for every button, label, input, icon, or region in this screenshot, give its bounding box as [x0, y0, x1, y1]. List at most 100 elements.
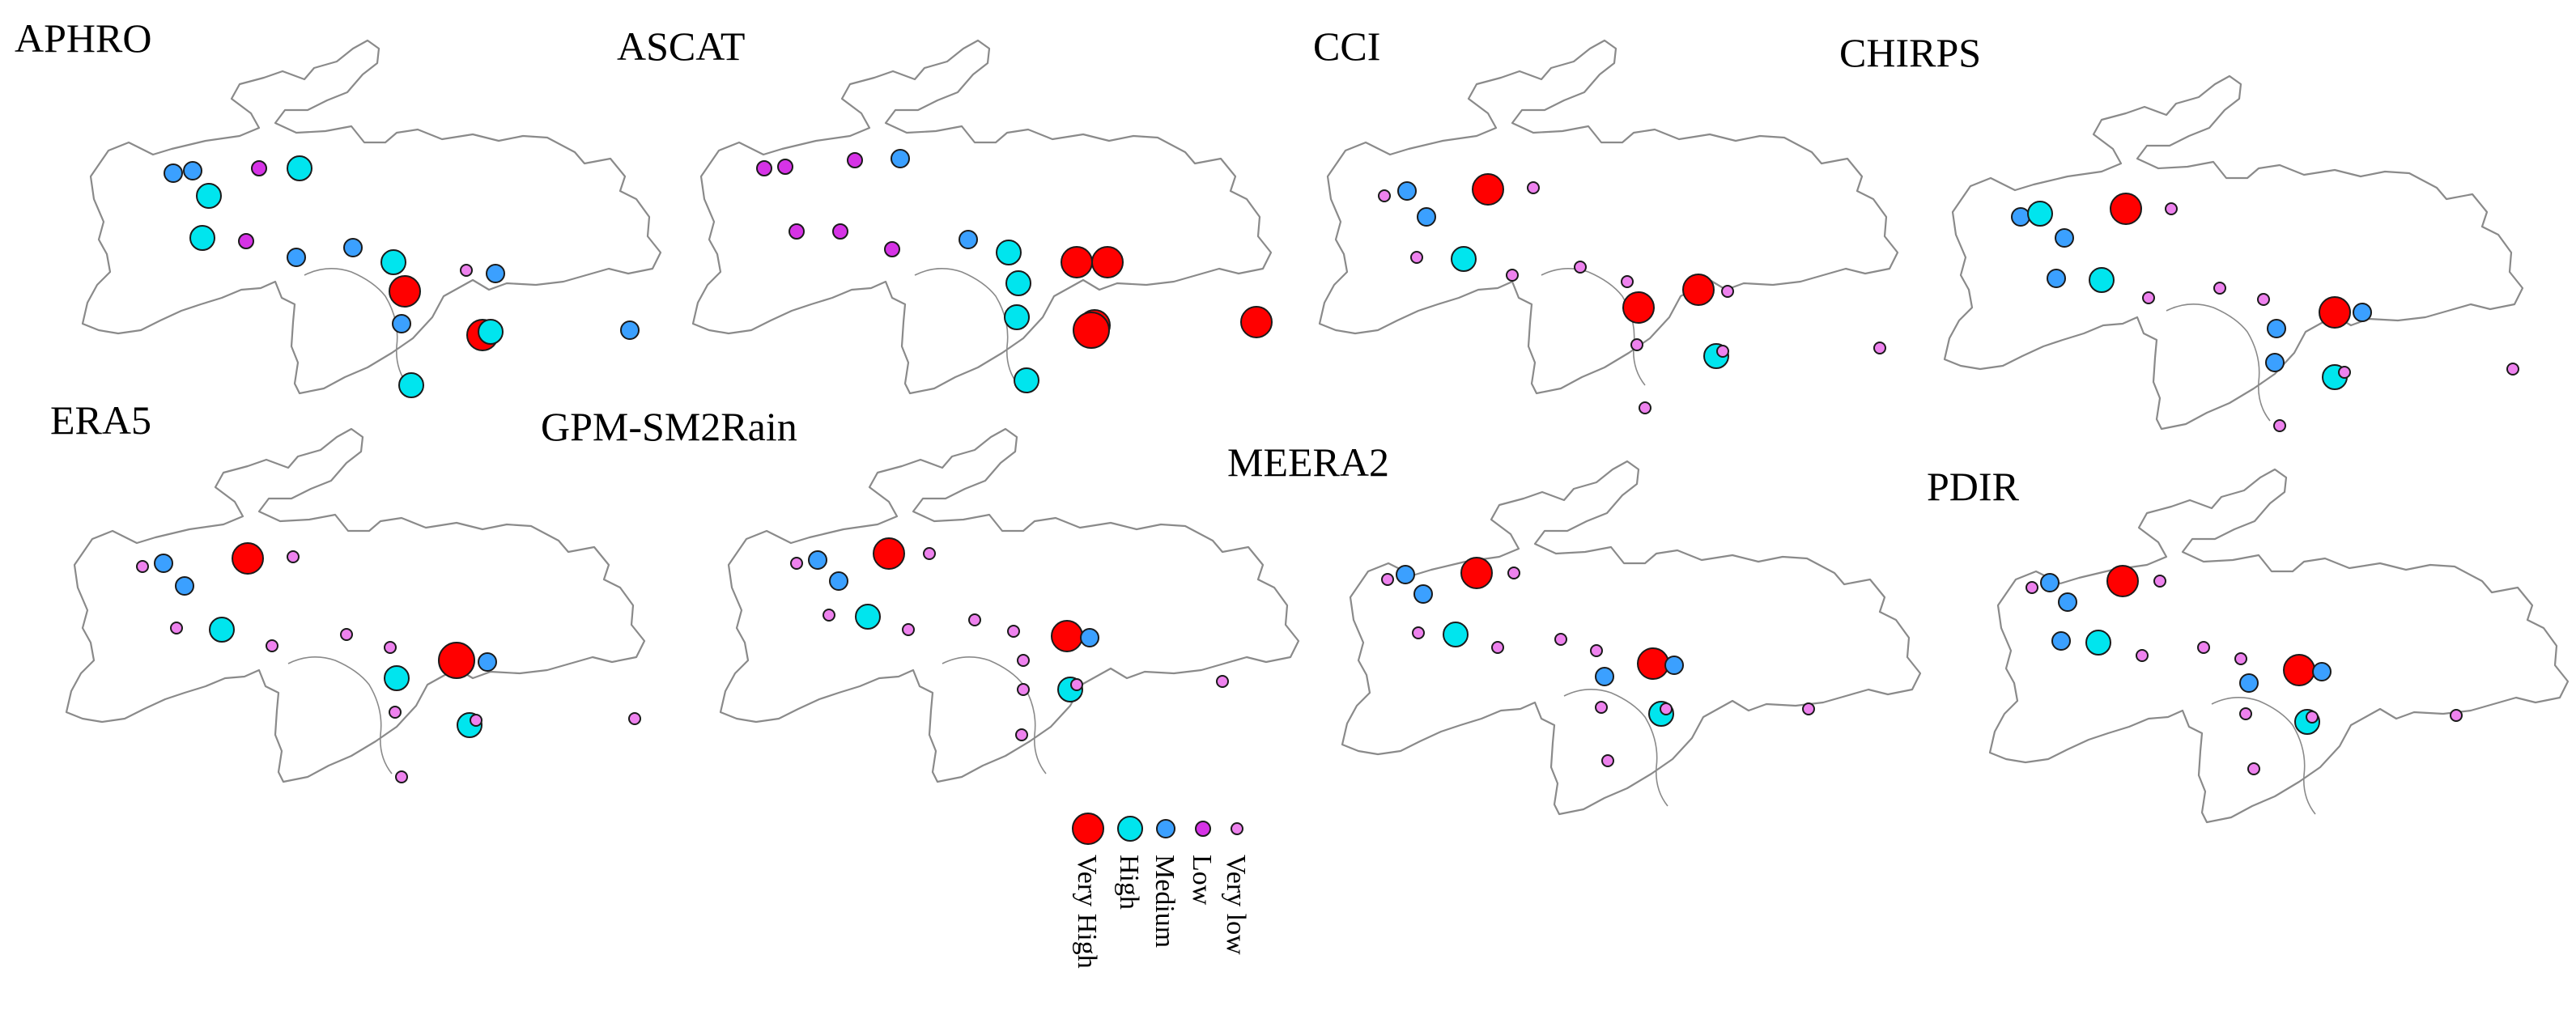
site-marker-very-low	[790, 557, 803, 570]
site-marker-very-low	[823, 609, 835, 622]
site-marker-medium	[478, 652, 497, 672]
site-marker-very-low	[2306, 711, 2319, 724]
site-marker-high	[478, 319, 504, 345]
legend-swatch-very-low	[1231, 822, 1243, 835]
legend-label-low: Low	[1187, 855, 1217, 906]
site-marker-very-low	[1017, 683, 1030, 696]
site-marker-medium	[829, 571, 848, 591]
site-marker-medium	[1396, 565, 1415, 584]
site-marker-low	[832, 223, 848, 240]
site-marker-very-high	[1622, 291, 1655, 324]
river-line	[2211, 697, 2316, 815]
site-marker-medium	[1417, 207, 1436, 227]
site-marker-very-low	[2197, 641, 2210, 654]
site-marker-high	[209, 617, 235, 643]
legend-swatch-low	[1195, 821, 1211, 837]
site-marker-very-low	[902, 623, 915, 636]
site-marker-very-high	[1472, 173, 1504, 206]
site-marker-very-low	[2213, 282, 2226, 295]
site-marker-very-low	[1070, 678, 1083, 691]
site-marker-very-low	[1381, 573, 1394, 586]
site-marker-medium	[392, 314, 411, 333]
site-marker-very-low	[1378, 189, 1391, 202]
country-outline	[1341, 460, 1922, 816]
site-marker-very-low	[1007, 625, 1020, 638]
site-marker-medium	[164, 163, 183, 183]
site-marker-very-low	[1574, 261, 1587, 274]
site-marker-very-high	[1637, 647, 1669, 680]
site-marker-very-low	[1554, 633, 1567, 646]
site-marker-high	[1005, 270, 1031, 296]
site-marker-medium	[154, 554, 173, 573]
site-marker-very-high	[438, 642, 475, 679]
site-marker-high	[855, 604, 881, 630]
site-marker-medium	[287, 248, 306, 267]
river-line	[2166, 303, 2271, 422]
site-marker-very-low	[968, 613, 981, 626]
site-marker-very-low	[395, 770, 408, 783]
legend-swatch-very-high	[1072, 813, 1104, 845]
site-marker-very-low	[287, 550, 300, 563]
site-marker-high	[1004, 304, 1030, 330]
site-marker-high	[380, 249, 406, 275]
map-panel-3	[1943, 74, 2524, 432]
site-marker-very-low	[1527, 181, 1540, 194]
site-marker-very-low	[1802, 702, 1815, 715]
site-marker-very-low	[2142, 291, 2155, 304]
site-marker-very-low	[2234, 652, 2247, 665]
site-marker-very-low	[340, 628, 353, 641]
site-marker-medium	[1595, 667, 1614, 686]
site-marker-high	[189, 225, 215, 251]
site-marker-low	[251, 160, 267, 176]
site-marker-medium	[2051, 631, 2071, 651]
site-marker-very-low	[2450, 709, 2463, 722]
site-marker-very-high	[1460, 557, 1493, 589]
site-marker-high	[1443, 622, 1469, 647]
site-marker-very-high	[2319, 296, 2351, 329]
site-marker-very-low	[1595, 701, 1608, 714]
site-marker-very-high	[1240, 306, 1273, 338]
site-marker-high	[398, 372, 424, 398]
site-marker-very-low	[1412, 626, 1425, 639]
site-marker-very-low	[1590, 644, 1603, 657]
site-marker-very-low	[2239, 707, 2252, 720]
site-marker-medium	[183, 161, 202, 180]
site-marker-high	[2085, 630, 2111, 656]
site-marker-medium	[2058, 592, 2077, 612]
site-marker-very-low	[2338, 366, 2351, 379]
site-marker-low	[847, 152, 863, 168]
site-marker-very-low	[1721, 285, 1734, 298]
site-marker-medium	[1413, 584, 1433, 604]
site-marker-very-high	[1051, 620, 1083, 652]
site-marker-low	[238, 233, 254, 249]
country-outline	[1943, 74, 2524, 431]
site-marker-medium	[2312, 662, 2332, 681]
map-panel-4	[65, 427, 646, 783]
site-marker-high	[287, 155, 312, 181]
country-outline	[1988, 468, 2570, 824]
site-marker-medium	[2011, 207, 2030, 227]
legend-label-medium: Medium	[1150, 855, 1180, 948]
site-marker-very-high	[1091, 246, 1124, 278]
site-marker-very-low	[389, 706, 402, 719]
site-marker-very-low	[1491, 641, 1504, 654]
river-line	[304, 268, 409, 386]
site-marker-medium	[343, 238, 363, 257]
site-marker-medium	[2353, 303, 2372, 322]
site-marker-very-low	[2165, 202, 2178, 215]
map-panel-2	[1318, 39, 1899, 414]
site-marker-very-low	[460, 264, 473, 277]
country-outline	[65, 427, 646, 783]
site-marker-very-high	[389, 275, 421, 308]
map-panel-0	[81, 39, 662, 398]
site-marker-very-low	[1216, 675, 1229, 688]
site-marker-medium	[2267, 319, 2286, 338]
site-marker-high	[996, 240, 1022, 265]
site-marker-high	[1014, 367, 1039, 393]
map-panel-7	[1988, 468, 2570, 824]
site-marker-high	[2027, 201, 2053, 227]
site-marker-very-low	[2247, 762, 2260, 775]
site-marker-very-high	[232, 542, 264, 575]
legend-label-high: High	[1114, 855, 1144, 910]
